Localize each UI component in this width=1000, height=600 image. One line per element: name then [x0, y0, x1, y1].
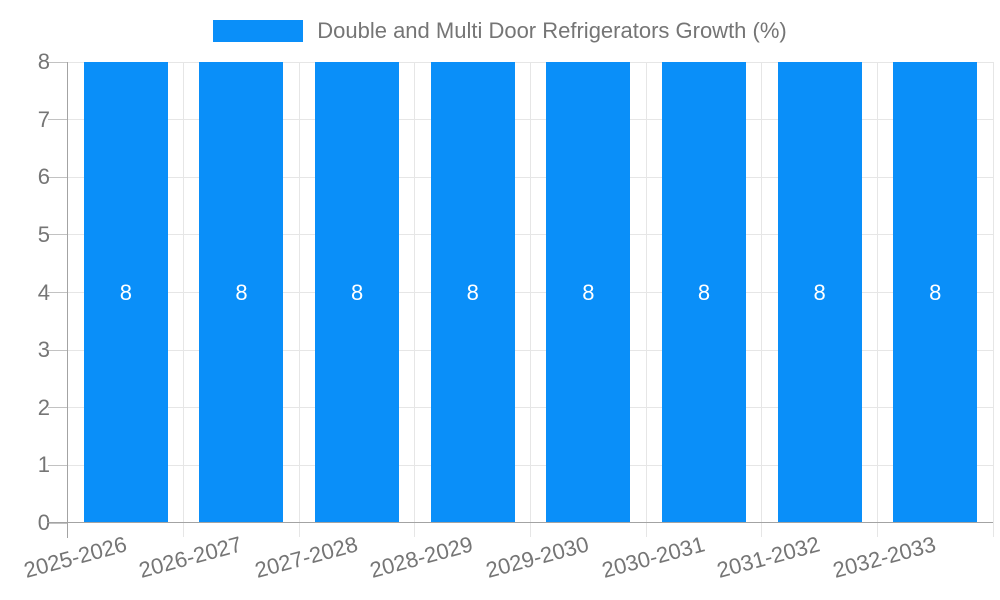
bar-value-label: 8	[582, 279, 595, 305]
y-axis-tick-label: 5	[37, 221, 50, 247]
x-gridline	[414, 62, 416, 537]
y-axis-tick-label: 3	[37, 337, 50, 363]
bar[interactable]: 8	[777, 62, 862, 523]
legend-swatch	[213, 20, 304, 42]
bar[interactable]: 8	[546, 62, 631, 523]
x-gridline	[298, 62, 300, 537]
x-axis-tick-label: 2029-2030	[483, 531, 592, 583]
y-axis-line	[67, 62, 68, 538]
y-axis-tick	[48, 292, 68, 293]
x-gridline	[761, 62, 763, 537]
bar-value-label: 8	[813, 279, 826, 305]
bar[interactable]: 8	[661, 62, 746, 523]
bar[interactable]: 8	[199, 62, 284, 523]
x-axis-tick-label: 2027-2028	[252, 531, 361, 583]
x-gridline	[530, 62, 531, 537]
y-axis-tick	[48, 176, 68, 178]
y-axis-tick	[48, 464, 68, 466]
x-gridline	[645, 62, 647, 537]
y-axis-tick	[48, 522, 68, 524]
x-axis-tick-label: 2025-2026	[20, 531, 129, 583]
legend-series-label: Double and Multi Door Refrigerators Grow…	[317, 18, 787, 43]
x-axis-tick-label: 2031-2032	[714, 531, 823, 583]
x-gridline	[183, 62, 185, 537]
y-axis-tick	[48, 61, 68, 63]
bar[interactable]: 8	[430, 62, 515, 523]
y-axis-tick-label: 6	[37, 164, 50, 190]
bar-value-label: 8	[350, 279, 364, 305]
y-axis-tick-label: 0	[37, 510, 50, 535]
y-axis-tick-label: 4	[37, 279, 50, 305]
x-axis-line	[47, 522, 993, 523]
y-axis-tick-label: 7	[37, 106, 50, 132]
x-gridline	[876, 62, 878, 537]
y-axis-tick-label: 2	[37, 394, 50, 420]
x-axis-tick-label: 2026-2027	[136, 531, 245, 583]
bar-value-label: 8	[119, 279, 132, 305]
y-axis-tick	[48, 119, 68, 121]
bar[interactable]: 8	[315, 62, 400, 523]
legend[interactable]: Double and Multi Door Refrigerators Grow…	[0, 14, 1000, 48]
bar-value-label: 8	[929, 279, 942, 305]
y-axis-tick-label: 1	[37, 452, 50, 478]
y-axis-tick	[48, 407, 68, 409]
x-gridline	[992, 62, 994, 537]
bar[interactable]: 8	[83, 62, 168, 523]
y-axis-tick-label: 8	[37, 49, 50, 74]
bar-value-label: 8	[235, 279, 248, 305]
bar-value-label: 8	[697, 279, 711, 305]
bar-value-label: 8	[466, 279, 479, 305]
x-axis-tick-label: 2030-2031	[598, 531, 708, 583]
plot-area: 0 1 2 3 4 5 6 7 8 8 8 8 8 8 8 8 8 2025-2026 2026-2027 2027-…	[21, 49, 994, 583]
y-axis-tick	[48, 349, 68, 351]
x-axis-tick-label: 2028-2029	[367, 531, 476, 583]
y-axis-tick	[48, 234, 68, 236]
x-axis-tick-label: 2032-2033	[830, 531, 939, 583]
bar[interactable]: 8	[893, 62, 978, 523]
